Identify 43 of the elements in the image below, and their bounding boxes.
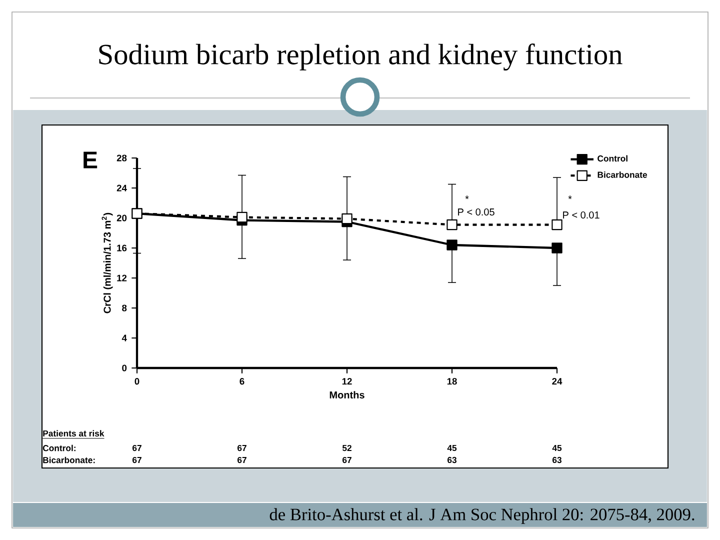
y-tick-label: 20 bbox=[116, 214, 127, 222]
text: Bicarbonate: bbox=[43, 456, 95, 464]
text: 67 bbox=[132, 456, 142, 464]
chart-title: Sodium bicarb repletion and kidney function bbox=[99, 44, 622, 70]
text: P < 0.01 bbox=[563, 211, 600, 219]
y-tick-label: 24 bbox=[116, 184, 127, 192]
text: 45 bbox=[552, 444, 562, 452]
text: 67 bbox=[132, 444, 142, 452]
y-tick-label: 12 bbox=[117, 274, 127, 282]
point bbox=[552, 219, 562, 230]
annotation: * bbox=[465, 196, 469, 200]
y-tick-label: 4 bbox=[122, 334, 127, 342]
text: E bbox=[84, 152, 98, 168]
point bbox=[552, 242, 562, 254]
y-axis-title: CrCl (ml/min/1.73 m$^{2}$) bbox=[102, 212, 113, 314]
y-tick-label: 28 bbox=[116, 154, 127, 162]
text: * bbox=[568, 196, 572, 200]
text: 45 bbox=[447, 444, 457, 452]
legend-label: Bicarbonate bbox=[598, 171, 648, 178]
x-tick-label: 0 bbox=[134, 378, 140, 385]
x-tick-label: 6 bbox=[240, 378, 244, 385]
text: Patients at risk bbox=[43, 430, 104, 437]
text: 52 bbox=[342, 444, 352, 452]
y-tick-label: 0 bbox=[122, 364, 127, 372]
y-tick-label: 16 bbox=[117, 244, 127, 252]
text: 63 bbox=[552, 456, 562, 464]
text: 67 bbox=[237, 444, 246, 452]
y-tick-label: 8 bbox=[122, 304, 127, 312]
text: 63 bbox=[448, 456, 456, 464]
annotation: P < 0.05 bbox=[458, 208, 494, 216]
text: 67 bbox=[237, 456, 246, 464]
x-tick-label: 24 bbox=[552, 378, 562, 385]
x-tick-label: 12 bbox=[342, 378, 352, 385]
text: 67 bbox=[342, 456, 352, 464]
x-axis-title: Months bbox=[330, 391, 364, 398]
point bbox=[446, 219, 458, 230]
point bbox=[236, 212, 248, 223]
point bbox=[342, 213, 352, 224]
text: de Brito-Ashurst et al. J Am Soc Nephrol 20: 2075-84, 2009. bbox=[270, 508, 694, 524]
x-tick-label: 18 bbox=[447, 378, 457, 385]
text: Control: bbox=[42, 444, 76, 452]
point bbox=[446, 240, 458, 250]
legend-label: Control bbox=[598, 155, 628, 162]
